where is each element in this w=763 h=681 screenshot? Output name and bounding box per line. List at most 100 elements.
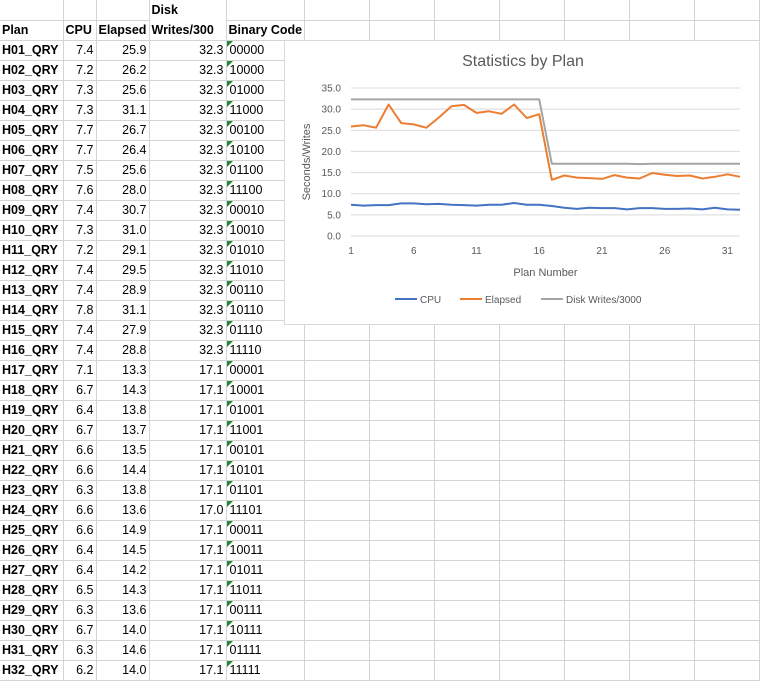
cell-empty[interactable] xyxy=(369,20,436,41)
cell-empty[interactable] xyxy=(694,400,761,421)
cell-empty[interactable] xyxy=(564,320,631,341)
cell-empty[interactable] xyxy=(564,540,631,561)
cell-cpu[interactable]: 6.7 xyxy=(63,420,97,441)
cell-empty[interactable] xyxy=(304,0,371,21)
cell-elapsed[interactable]: 13.8 xyxy=(96,400,150,421)
cell-disk-writes[interactable]: 32.3 xyxy=(149,180,227,201)
cell-empty[interactable] xyxy=(694,340,761,361)
cell-disk-writes[interactable]: 17.1 xyxy=(149,620,227,641)
cell-empty[interactable] xyxy=(96,0,150,21)
cell-plan[interactable]: H17_QRY xyxy=(0,360,64,381)
cell-elapsed[interactable]: 14.0 xyxy=(96,660,150,681)
cell-elapsed[interactable]: 25.9 xyxy=(96,40,150,61)
cell-binary-code[interactable]: 10111 xyxy=(226,620,306,641)
cell-empty[interactable] xyxy=(564,500,631,521)
cell-empty[interactable] xyxy=(63,0,97,21)
cell-empty[interactable] xyxy=(304,20,371,41)
cell-empty[interactable] xyxy=(629,480,696,501)
cell-empty[interactable] xyxy=(369,620,436,641)
cell-empty[interactable] xyxy=(629,620,696,641)
cell-cpu[interactable]: 7.3 xyxy=(63,80,97,101)
cell-cpu[interactable]: 6.6 xyxy=(63,520,97,541)
cell-disk-writes[interactable]: 17.1 xyxy=(149,460,227,481)
cell-cpu[interactable]: 6.4 xyxy=(63,540,97,561)
cell-empty[interactable] xyxy=(369,360,436,381)
cell-empty[interactable] xyxy=(304,560,371,581)
cell-binary-code[interactable]: 11110 xyxy=(226,340,306,361)
cell-binary-code[interactable]: 11011 xyxy=(226,580,306,601)
cell-plan[interactable]: H16_QRY xyxy=(0,340,64,361)
cell-empty[interactable] xyxy=(629,460,696,481)
cell-binary-code[interactable]: 10011 xyxy=(226,540,306,561)
cell-cpu[interactable]: 7.4 xyxy=(63,200,97,221)
cell-empty[interactable] xyxy=(434,540,501,561)
cell-cpu[interactable]: 7.4 xyxy=(63,320,97,341)
cell-cpu[interactable]: 6.6 xyxy=(63,440,97,461)
cell-empty[interactable] xyxy=(369,480,436,501)
cell-empty[interactable] xyxy=(694,660,761,681)
cell-empty[interactable] xyxy=(304,500,371,521)
cell-empty[interactable] xyxy=(694,520,761,541)
cell-empty[interactable] xyxy=(434,640,501,661)
cell-disk-writes[interactable]: 32.3 xyxy=(149,340,227,361)
cell-empty[interactable] xyxy=(694,20,761,41)
cell-elapsed[interactable]: 26.4 xyxy=(96,140,150,161)
cell-plan[interactable]: H19_QRY xyxy=(0,400,64,421)
cell-empty[interactable] xyxy=(434,480,501,501)
cell-empty[interactable] xyxy=(499,320,566,341)
cell-empty[interactable] xyxy=(304,480,371,501)
cell-plan[interactable]: H08_QRY xyxy=(0,180,64,201)
cell-empty[interactable] xyxy=(499,580,566,601)
cell-binary-code[interactable]: 01011 xyxy=(226,560,306,581)
cell-empty[interactable] xyxy=(499,620,566,641)
cell-plan[interactable]: H23_QRY xyxy=(0,480,64,501)
cell-empty[interactable] xyxy=(434,520,501,541)
cell-empty[interactable] xyxy=(564,640,631,661)
cell-binary-code[interactable]: 11001 xyxy=(226,420,306,441)
cell-empty[interactable] xyxy=(499,340,566,361)
cell-plan[interactable]: H10_QRY xyxy=(0,220,64,241)
cell-empty[interactable] xyxy=(629,0,696,21)
cell-empty[interactable] xyxy=(629,320,696,341)
header-disk-line2[interactable]: Writes/300 xyxy=(149,20,227,41)
cell-elapsed[interactable]: 14.3 xyxy=(96,580,150,601)
cell-empty[interactable] xyxy=(434,440,501,461)
cell-empty[interactable] xyxy=(369,540,436,561)
cell-empty[interactable] xyxy=(629,580,696,601)
cell-elapsed[interactable]: 26.7 xyxy=(96,120,150,141)
cell-empty[interactable] xyxy=(564,360,631,381)
cell-empty[interactable] xyxy=(434,400,501,421)
cell-elapsed[interactable]: 14.9 xyxy=(96,520,150,541)
cell-elapsed[interactable]: 26.2 xyxy=(96,60,150,81)
cell-cpu[interactable]: 6.6 xyxy=(63,500,97,521)
cell-plan[interactable]: H32_QRY xyxy=(0,660,64,681)
cell-elapsed[interactable]: 31.0 xyxy=(96,220,150,241)
cell-cpu[interactable]: 6.7 xyxy=(63,620,97,641)
cell-plan[interactable]: H20_QRY xyxy=(0,420,64,441)
cell-plan[interactable]: H21_QRY xyxy=(0,440,64,461)
cell-binary-code[interactable]: 00011 xyxy=(226,520,306,541)
cell-elapsed[interactable]: 13.5 xyxy=(96,440,150,461)
cell-empty[interactable] xyxy=(304,540,371,561)
cell-plan[interactable]: H28_QRY xyxy=(0,580,64,601)
cell-cpu[interactable]: 6.5 xyxy=(63,580,97,601)
cell-plan[interactable]: H29_QRY xyxy=(0,600,64,621)
cell-cpu[interactable]: 7.3 xyxy=(63,100,97,121)
cell-plan[interactable]: H30_QRY xyxy=(0,620,64,641)
cell-empty[interactable] xyxy=(564,20,631,41)
cell-empty[interactable] xyxy=(369,400,436,421)
cell-plan[interactable]: H31_QRY xyxy=(0,640,64,661)
cell-elapsed[interactable]: 14.4 xyxy=(96,460,150,481)
cell-disk-writes[interactable]: 32.3 xyxy=(149,220,227,241)
cell-disk-writes[interactable]: 32.3 xyxy=(149,40,227,61)
cell-empty[interactable] xyxy=(694,600,761,621)
header-binary-code[interactable]: Binary Code xyxy=(226,20,306,41)
cell-empty[interactable] xyxy=(499,460,566,481)
cell-plan[interactable]: H15_QRY xyxy=(0,320,64,341)
cell-empty[interactable] xyxy=(694,540,761,561)
cell-empty[interactable] xyxy=(694,500,761,521)
cell-disk-writes[interactable]: 17.1 xyxy=(149,560,227,581)
cell-empty[interactable] xyxy=(564,440,631,461)
cell-empty[interactable] xyxy=(564,0,631,21)
cell-disk-writes[interactable]: 32.3 xyxy=(149,120,227,141)
